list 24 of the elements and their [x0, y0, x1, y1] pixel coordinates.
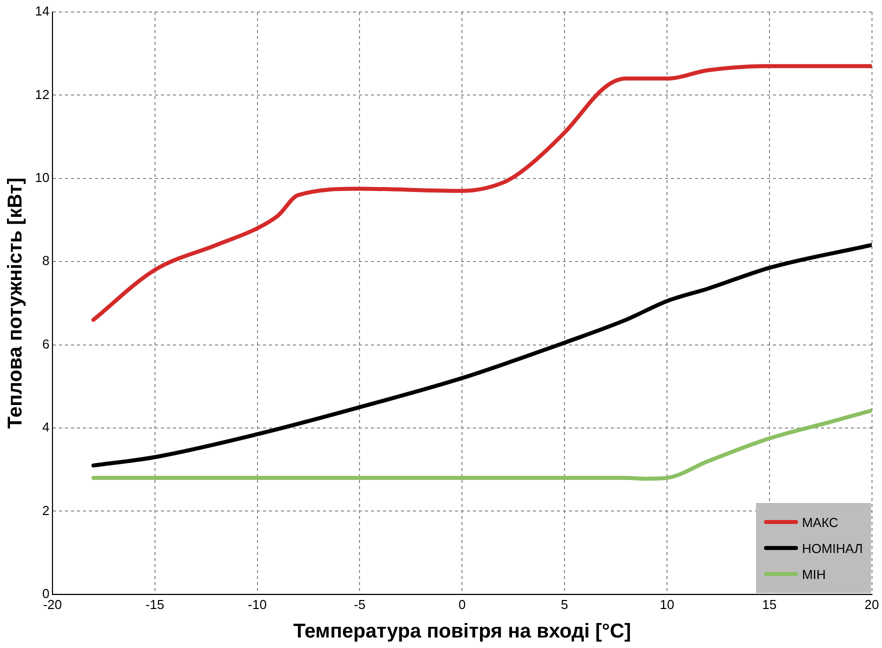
- y-axis-title: Теплова потужність [кВт]: [4, 178, 27, 429]
- y-tick-label: 6: [42, 336, 50, 352]
- y-tick-label: 8: [42, 253, 50, 268]
- y-tick-label: 10: [34, 170, 50, 185]
- legend-label: МІН: [802, 566, 826, 582]
- x-tick-label: -15: [145, 596, 164, 612]
- x-tick-label: 10: [660, 596, 674, 612]
- x-tick-label: 20: [864, 596, 880, 612]
- y-tick-label: 12: [34, 86, 50, 102]
- x-tick-label: 0: [458, 596, 466, 612]
- legend-label: НОМІНАЛ: [802, 540, 863, 556]
- x-tick-label: -10: [248, 596, 267, 612]
- x-tick-label: 15: [762, 596, 777, 612]
- y-tick-label: 0: [42, 586, 50, 601]
- y-tick-label: 2: [42, 502, 50, 518]
- y-tick-label: 4: [42, 420, 50, 435]
- line-series: [91, 408, 872, 481]
- x-tick-label: -5: [354, 596, 366, 612]
- x-tick-label: 5: [560, 596, 568, 612]
- legend-label: МАКС: [802, 514, 838, 530]
- line-series: [91, 64, 872, 322]
- x-axis-title: Температура повітря на вході [°C]: [293, 620, 632, 643]
- line-series: [91, 242, 872, 468]
- y-tick-label: 14: [34, 4, 50, 19]
